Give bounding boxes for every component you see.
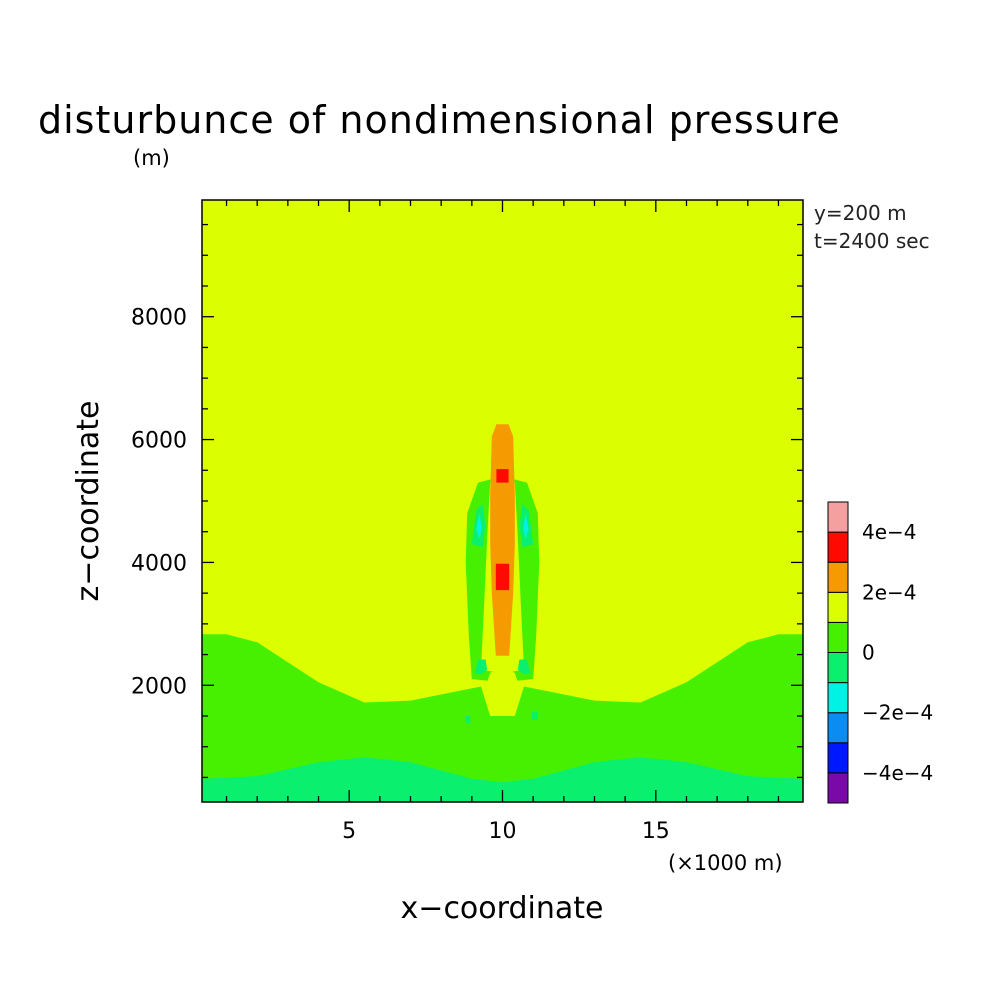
y-tick-label: 4000 <box>131 551 187 576</box>
y-tick-label: 2000 <box>131 674 187 699</box>
region-low-blob-right <box>517 659 531 675</box>
x-tick-label: 10 <box>489 819 517 844</box>
y-tick-label: 8000 <box>131 306 187 331</box>
region-surface-layer <box>202 757 803 802</box>
y-unit-label: (m) <box>133 146 170 170</box>
y-axis-label: z−coordinate <box>71 401 106 602</box>
colorbar-swatch <box>827 561 849 593</box>
colorbar-label: −2e−4 <box>862 701 933 725</box>
y-tick-label: 6000 <box>131 429 187 454</box>
colorbar-label: 0 <box>862 641 875 665</box>
region-core-lower <box>495 563 510 591</box>
colorbar-swatch <box>827 772 849 804</box>
contour-regions <box>202 200 803 802</box>
colorbar-swatch <box>827 742 849 774</box>
colorbar-swatch <box>827 591 849 623</box>
region-side-min-right <box>523 513 529 540</box>
colorbar-swatch <box>827 652 849 684</box>
colorbar-swatch <box>827 531 849 563</box>
colorbar-swatch <box>827 501 849 533</box>
region-speck-left <box>465 716 471 724</box>
annotation-t: t=2400 sec <box>814 229 930 253</box>
region-core-upper <box>496 469 509 483</box>
colorbar-label: −4e−4 <box>862 761 933 785</box>
annotation-y: y=200 m <box>814 201 907 225</box>
colorbar-swatch <box>827 682 849 714</box>
x-tick-label: 5 <box>342 819 356 844</box>
region-plume-orange <box>490 424 515 656</box>
region-side-min-left <box>476 513 482 540</box>
x-axis-unit: (×1000 m) <box>668 851 783 875</box>
colorbar-swatch <box>827 621 849 654</box>
colorbar-label: 2e−4 <box>862 580 917 604</box>
region-bubble-lower <box>484 665 521 716</box>
x-axis-label: x−coordinate <box>401 891 604 926</box>
colorbar-label: 4e−4 <box>862 520 917 544</box>
x-tick-label: 15 <box>642 819 670 844</box>
colorbar-swatch <box>827 712 849 744</box>
axis-ticks: 5 10 15 2000 4000 6000 8000 <box>131 200 803 844</box>
chart-title: disturbunce of nondimensional pressure <box>38 98 841 142</box>
region-speck-right <box>531 711 538 720</box>
region-low-blob-left <box>474 659 488 675</box>
colorbar: −4e−4 −2e−4 0 2e−4 4e−4 <box>827 501 933 804</box>
